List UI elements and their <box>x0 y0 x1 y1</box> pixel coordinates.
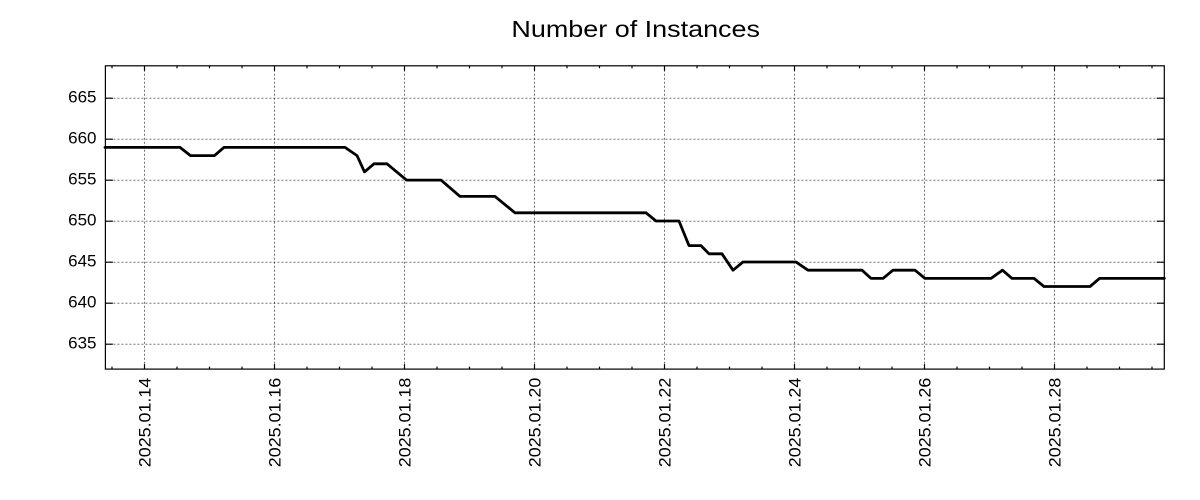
svg-text:2025.01.16: 2025.01.16 <box>265 378 284 468</box>
svg-text:2025.01.22: 2025.01.22 <box>655 378 674 468</box>
svg-text:640: 640 <box>68 293 96 312</box>
svg-text:650: 650 <box>68 211 96 230</box>
svg-text:Number of Instances: Number of Instances <box>511 16 760 42</box>
svg-text:635: 635 <box>68 334 96 353</box>
svg-text:2025.01.20: 2025.01.20 <box>525 378 544 468</box>
svg-text:665: 665 <box>68 88 96 107</box>
svg-text:2025.01.14: 2025.01.14 <box>135 378 154 468</box>
svg-text:655: 655 <box>68 170 96 189</box>
svg-text:645: 645 <box>68 252 96 271</box>
svg-text:2025.01.18: 2025.01.18 <box>395 378 414 468</box>
svg-text:2025.01.24: 2025.01.24 <box>785 378 804 468</box>
svg-text:2025.01.28: 2025.01.28 <box>1045 378 1064 468</box>
svg-text:660: 660 <box>68 129 96 148</box>
svg-text:2025.01.26: 2025.01.26 <box>915 378 934 468</box>
